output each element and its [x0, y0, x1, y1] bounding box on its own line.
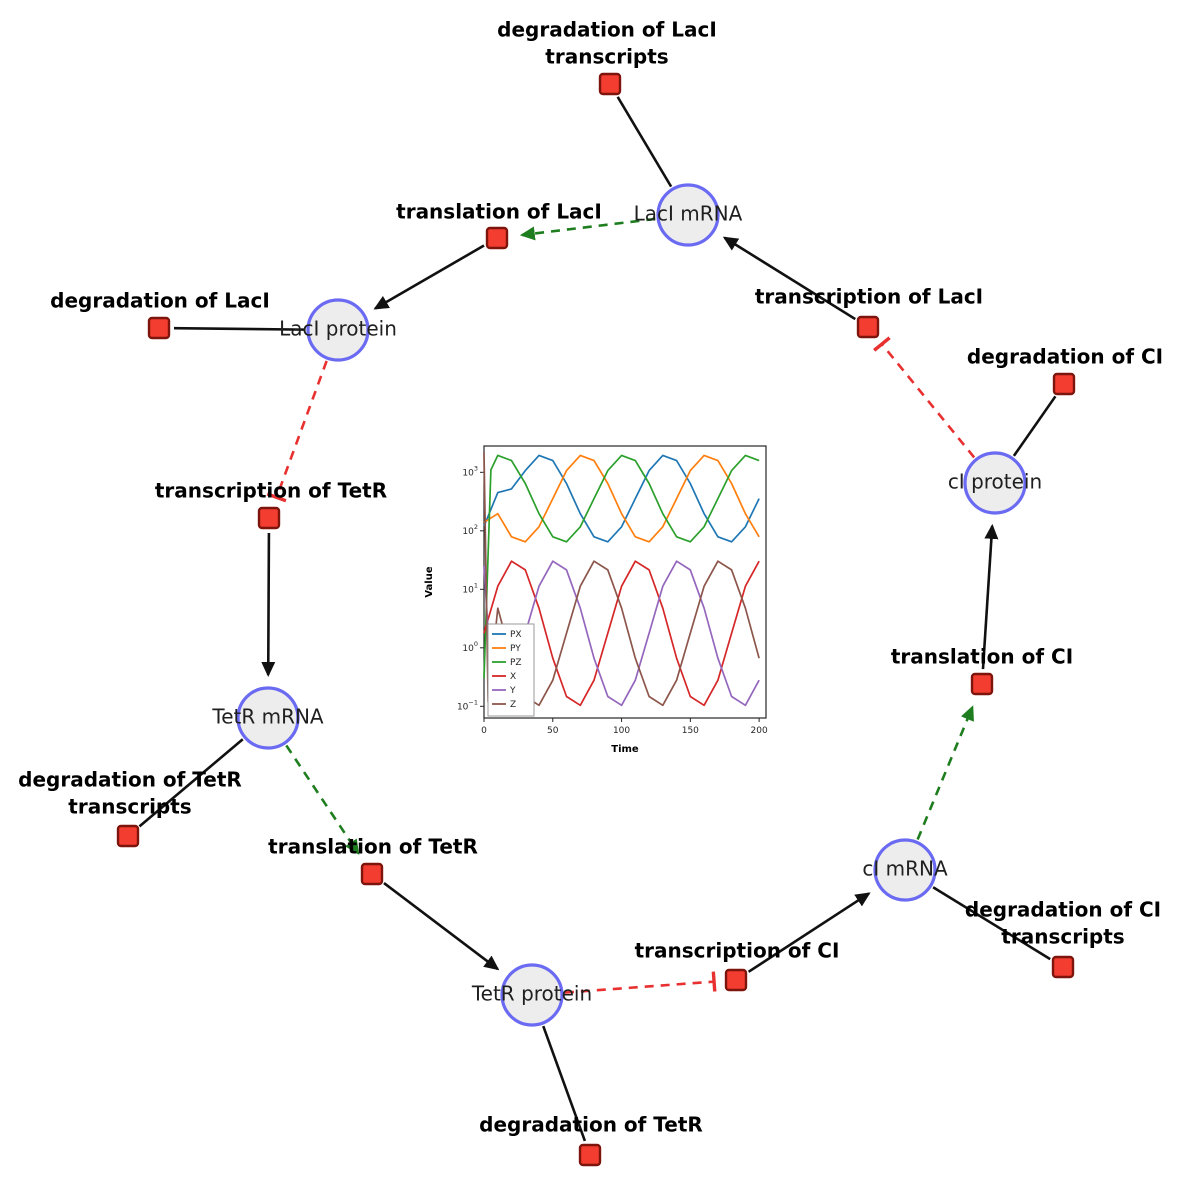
edge-ci_protein-transcription_laci — [873, 336, 976, 459]
inset-chart-svg: Time Value 10−1 100 101 102 103 0 50 100 150 200 P… — [424, 445, 768, 755]
species-label: LacI mRNA — [634, 202, 743, 226]
legend-label: PZ — [510, 658, 522, 668]
reaction-label: translation of LacI — [396, 200, 602, 224]
y-axis-label: Value — [424, 566, 435, 597]
reaction-label: transcription of LacI — [755, 285, 983, 309]
reaction-node-translation_tetr[interactable] — [360, 862, 384, 886]
reaction-label: transcription of CI — [635, 939, 840, 963]
reaction-node-deg_ci[interactable] — [1052, 372, 1076, 396]
edge-ci_protein-deg_ci — [1012, 395, 1057, 457]
edge-translation_ci-ci_protein — [981, 523, 999, 670]
reaction-node-transcription_laci[interactable] — [856, 315, 880, 339]
reaction-node-translation_ci[interactable] — [970, 672, 994, 696]
edge-tetr_mrna-translation_tetr — [285, 744, 360, 855]
reaction-label: degradation of TetR — [479, 1113, 703, 1137]
reaction-node-deg_ci_tx[interactable] — [1051, 955, 1075, 979]
edge-laci_mrna-translation_laci — [519, 217, 656, 241]
reaction-label: transcripts — [68, 795, 191, 819]
edge-laci_mrna-deg_laci_tx — [616, 96, 673, 188]
legend-label: PY — [510, 644, 521, 654]
reaction-label: degradation of CI — [965, 898, 1161, 922]
reaction-node-deg_tetr[interactable] — [578, 1143, 602, 1167]
x-tick-label: 150 — [682, 726, 699, 736]
x-tick-label: 0 — [481, 726, 487, 736]
edge-transcription_laci-laci_mrna — [722, 236, 856, 321]
reaction-label: transcripts — [545, 45, 668, 69]
species-node-ci_protein[interactable] — [963, 451, 1027, 515]
legend-box — [487, 623, 535, 717]
edge-ci_mrna-deg_ci_tx — [932, 886, 1051, 961]
reaction-label: degradation of LacI — [50, 289, 270, 313]
species-node-tetr_protein[interactable] — [500, 963, 564, 1027]
reaction-label: transcripts — [1001, 925, 1124, 949]
edge-ci_mrna-translation_ci — [916, 705, 974, 841]
reaction-label: translation of CI — [891, 645, 1073, 669]
edge-transcription_ci-ci_mrna — [747, 892, 871, 973]
legend-label: Z — [510, 700, 516, 710]
y-tick-label: 10−1 — [457, 698, 478, 712]
edge-laci_protein-deg_laci — [173, 326, 306, 331]
species-label: cI mRNA — [862, 857, 948, 881]
legend-label: X — [510, 672, 516, 682]
species-node-tetr_mrna[interactable] — [236, 686, 300, 750]
y-tick-label: 102 — [462, 523, 478, 537]
edge-tetr_mrna-deg_tetr_tx — [138, 738, 244, 828]
edge-laci_protein-transcription_tetr — [266, 360, 328, 503]
species-node-laci_protein[interactable] — [306, 298, 370, 362]
series-line-X — [483, 560, 760, 707]
series-line-PZ — [483, 454, 760, 679]
species-node-ci_mrna[interactable] — [873, 838, 937, 902]
reaction-label: transcription of TetR — [155, 479, 387, 503]
series-line-PX — [483, 454, 760, 543]
reaction-label: degradation of CI — [967, 345, 1163, 369]
edge-transcription_tetr-tetr_mrna — [261, 532, 276, 678]
x-tick-label: 50 — [547, 726, 559, 736]
species-label: LacI protein — [279, 317, 397, 341]
x-tick-label: 200 — [751, 726, 768, 736]
edge-tetr_protein-transcription_ci — [564, 971, 717, 994]
reaction-node-translation_laci[interactable] — [485, 226, 509, 250]
edge-tetr_protein-deg_tetr — [542, 1025, 587, 1142]
reaction-node-deg_tetr_tx[interactable] — [116, 824, 140, 848]
reaction-node-transcription_tetr[interactable] — [257, 506, 281, 530]
y-tick-label: 103 — [462, 464, 478, 478]
reaction-node-deg_laci_tx[interactable] — [598, 72, 622, 96]
legend-label: PX — [510, 630, 522, 640]
y-tick-label: 100 — [462, 640, 478, 654]
species-label: cI protein — [948, 470, 1042, 494]
x-tick-label: 100 — [613, 726, 630, 736]
species-label: TetR mRNA — [211, 705, 324, 729]
reaction-node-deg_laci[interactable] — [147, 316, 171, 340]
reaction-label: translation of TetR — [268, 835, 478, 859]
reaction-label: degradation of TetR — [18, 768, 242, 792]
x-axis-label: Time — [611, 744, 639, 755]
species-node-laci_mrna[interactable] — [656, 183, 720, 247]
edge-translation_laci-laci_protein — [373, 244, 485, 310]
reaction-label: degradation of LacI — [497, 18, 717, 42]
series-line-PY — [483, 454, 760, 543]
reaction-node-transcription_ci[interactable] — [724, 968, 748, 992]
y-tick-label: 101 — [462, 581, 478, 595]
legend-label: Y — [509, 686, 516, 696]
edge-translation_tetr-tetr_protein — [383, 882, 500, 971]
species-label: TetR protein — [471, 982, 592, 1006]
